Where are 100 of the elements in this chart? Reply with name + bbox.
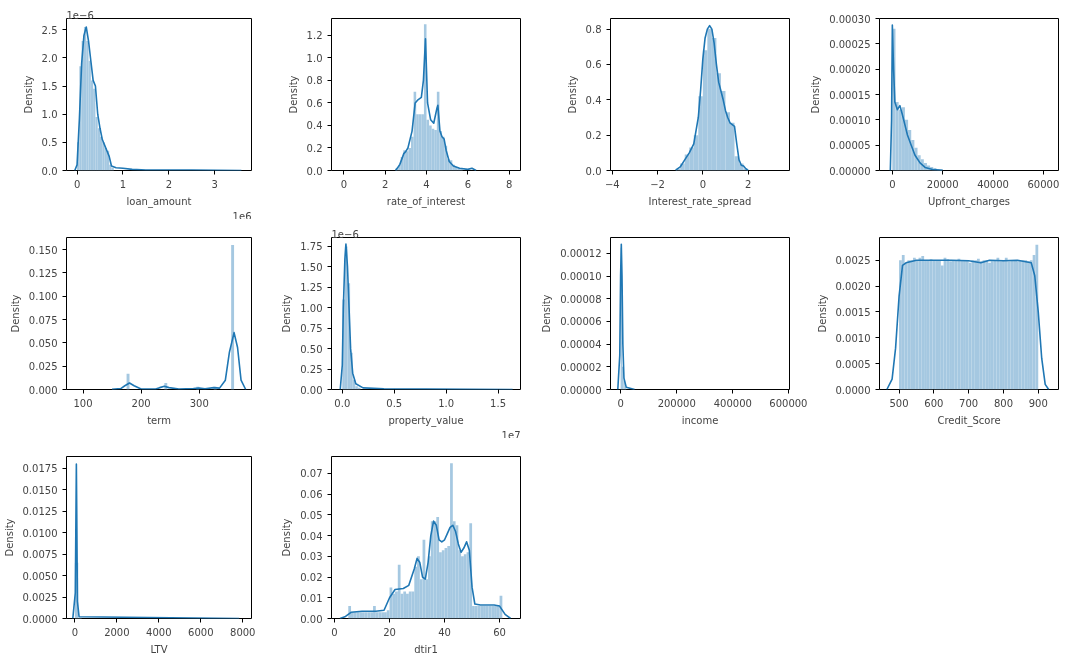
y-tick-label: 0.00030: [829, 13, 871, 25]
y-tick-label: 1.25: [300, 282, 323, 294]
x-tick-label: 6: [464, 178, 472, 190]
annotation: 1e−6: [66, 9, 94, 21]
y-tick-label: 0.07: [300, 468, 323, 480]
x-axis-title: income: [681, 414, 719, 426]
x-tick-label: 4: [423, 178, 430, 190]
y-tick-label: 0.00006: [560, 316, 602, 328]
text: 1e7: [501, 429, 521, 441]
y-tick-label: 0.0000: [22, 613, 58, 625]
x-axis-title: Interest_rate_spread: [648, 195, 752, 208]
x-tick-label: −2: [650, 178, 665, 190]
y-tick-label: 0.00010: [560, 271, 602, 283]
x-tick-label: 100: [73, 397, 93, 409]
x-tick-label: 300: [189, 397, 209, 409]
x-tick-label: 20000: [926, 178, 959, 190]
x-tick-label: 800: [993, 397, 1013, 409]
x-tick-label: 1.0: [438, 397, 455, 409]
y-tick-label: 0.00: [300, 613, 323, 625]
y-tick-label: 0.00010: [829, 114, 871, 126]
y-tick-label: 1.5: [41, 81, 58, 93]
y-tick-label: 0.0050: [22, 570, 58, 582]
y-tick-label: 1.00: [300, 302, 323, 314]
x-tick-label: 60000: [1027, 178, 1060, 190]
x-tick-label: 0: [331, 626, 338, 638]
y-tick-label: 0.5: [41, 137, 58, 149]
y-tick-label: 1.0: [41, 109, 58, 121]
x-tick-label: 0: [340, 178, 348, 190]
y-tick-label: 0.03: [300, 551, 323, 563]
y-tick-label: 0.0025: [22, 592, 58, 604]
y-tick-label: 0.0020: [835, 281, 871, 293]
y-tick-label: 0.00: [300, 384, 323, 396]
x-tick-label: 600000: [769, 397, 808, 409]
x-tick-label: 6000: [188, 626, 214, 638]
x-tick-label: 8000: [230, 626, 256, 638]
y-tick-label: 0.0010: [835, 332, 871, 344]
y-tick-label: 0.0: [585, 165, 602, 177]
y-axis-title: Density: [566, 75, 578, 114]
y-axis-title: Density: [281, 518, 293, 557]
x-tick-label: 0: [71, 626, 79, 638]
y-tick-label: 0.00002: [560, 361, 602, 373]
x-tick-label: 500: [889, 397, 909, 409]
y-axis-title: Density: [281, 294, 293, 333]
x-tick-label: 0.0: [334, 397, 351, 409]
x-tick-label: 1: [119, 178, 127, 190]
y-axis-title: Density: [287, 75, 299, 114]
y-tick-label: 1.50: [300, 261, 323, 273]
y-tick-label: 0.0150: [22, 484, 58, 496]
x-axis-title: term: [147, 414, 171, 426]
x-tick-label: 700: [959, 397, 979, 409]
y-tick-label: 0.00000: [560, 384, 602, 396]
x-tick-label: 400000: [713, 397, 752, 409]
y-tick-label: 0.4: [585, 94, 602, 106]
y-tick-label: 0.2: [306, 142, 323, 154]
y-tick-label: 0.00005: [829, 140, 871, 152]
x-tick-label: 2: [744, 178, 752, 190]
y-tick-label: 2.5: [41, 24, 58, 36]
y-tick-label: 0.04: [300, 530, 323, 542]
text: 1e6: [232, 210, 252, 222]
x-tick-label: 0: [73, 178, 81, 190]
y-tick-label: 0.6: [585, 59, 602, 71]
y-tick-label: 2.0: [41, 52, 58, 64]
y-tick-label: 0.00004: [560, 339, 602, 351]
x-tick-label: 40000: [977, 178, 1009, 190]
x-tick-label: 0: [699, 178, 707, 190]
y-axis-title: Density: [22, 75, 34, 114]
x-tick-label: 600: [924, 397, 944, 409]
y-tick-label: 0.0015: [835, 306, 871, 318]
y-tick-label: 0.00008: [560, 293, 602, 305]
x-axis-title: dtir1: [414, 643, 438, 655]
x-tick-label: 2: [165, 178, 173, 190]
y-axis-title: Density: [3, 518, 15, 557]
y-axis-title: Density: [541, 294, 553, 333]
x-axis-title: Upfront_charges: [927, 195, 1011, 208]
x-tick-label: 200: [131, 397, 151, 409]
x-axis-title: LTV: [150, 643, 168, 655]
y-tick-label: 0.00025: [829, 38, 871, 50]
x-tick-label: 0: [889, 178, 896, 190]
y-tick-label: 0.00012: [560, 248, 602, 260]
y-tick-label: 0.150: [28, 244, 58, 256]
y-tick-label: 0.50: [300, 343, 323, 355]
y-axis-title: Density: [816, 294, 828, 333]
y-tick-label: 0.01: [300, 592, 323, 604]
y-tick-label: 0.025: [28, 361, 58, 373]
y-tick-label: 0.2: [585, 130, 602, 142]
annotation: 1e−6: [331, 228, 359, 240]
y-axis-title: Density: [9, 294, 21, 333]
y-tick-label: 0.050: [28, 337, 58, 349]
y-tick-label: 0.00020: [829, 64, 871, 76]
x-tick-label: 40: [438, 626, 451, 638]
x-tick-label: 20: [383, 626, 396, 638]
x-tick-label: 8: [505, 178, 513, 190]
y-tick-label: 0.000: [28, 384, 58, 396]
x-tick-label: 2: [382, 178, 389, 190]
y-tick-label: 0.0: [41, 165, 58, 177]
x-axis-title: loan_amount: [126, 195, 192, 208]
x-tick-label: 3: [211, 178, 218, 190]
y-tick-label: 0.25: [300, 364, 323, 376]
y-tick-label: 0.00000: [829, 165, 871, 177]
x-axis-title: Credit_Score: [937, 414, 1001, 427]
